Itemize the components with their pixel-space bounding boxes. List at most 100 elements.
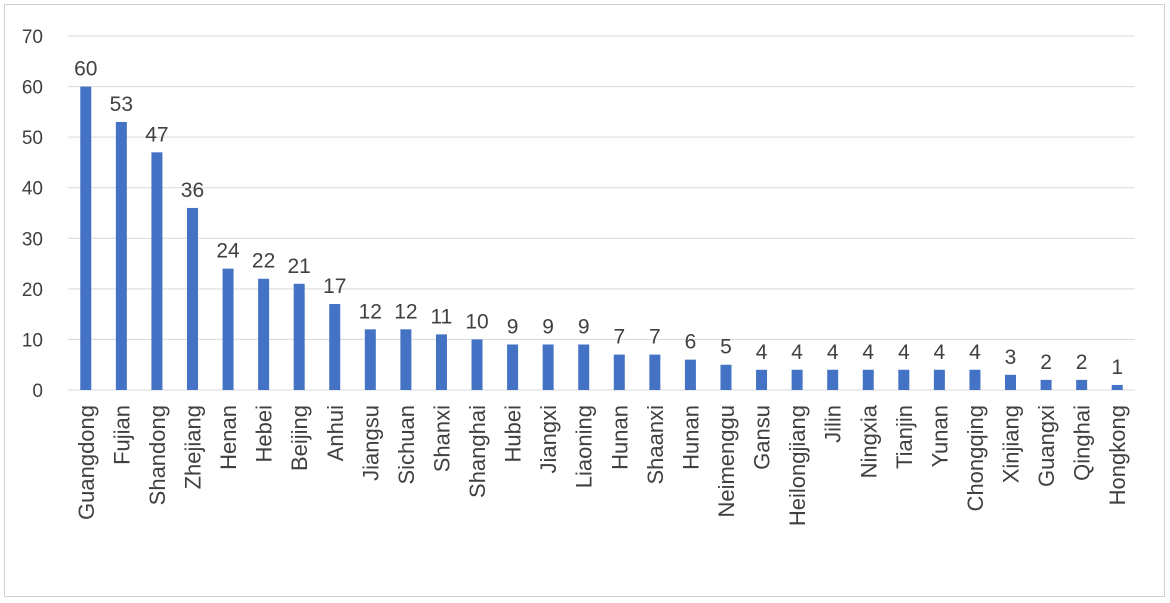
x-category-label: Fujian	[109, 405, 134, 465]
x-category-label: Hebei	[252, 405, 277, 462]
data-label: 4	[827, 341, 839, 364]
bar	[80, 86, 92, 391]
y-tick-label: 10	[22, 330, 43, 351]
data-label: 21	[288, 255, 311, 278]
bar	[862, 369, 874, 390]
y-axis-tick-labels: 0 10 20 30 40 50 60 70	[22, 27, 43, 402]
data-label: 60	[74, 58, 97, 81]
chart-frame: 0 10 20 30 40 50 60 70 60 53 47 36 24 22 21 17 12 12 11 10…	[4, 4, 1165, 597]
x-category-label: Hubei	[501, 405, 526, 462]
gridlines	[68, 35, 1135, 391]
bar	[649, 354, 661, 390]
bar	[115, 121, 127, 390]
data-label: 2	[1040, 351, 1052, 374]
bar	[364, 329, 376, 390]
bar	[578, 344, 590, 390]
bar	[400, 329, 412, 390]
data-label: 12	[394, 300, 417, 323]
x-category-label: Heilongjiang	[785, 405, 810, 526]
data-label: 11	[431, 305, 453, 328]
y-tick-label: 70	[22, 27, 43, 48]
bars	[80, 86, 1123, 391]
x-category-label: Hunan	[607, 405, 632, 470]
x-category-label: Guangdong	[74, 405, 99, 520]
bar	[222, 268, 234, 390]
data-label: 12	[359, 300, 382, 323]
x-category-label: Shandong	[145, 405, 170, 505]
data-label: 3	[1005, 346, 1017, 369]
bar	[756, 369, 768, 390]
data-label: 47	[145, 123, 168, 146]
data-label: 9	[507, 315, 519, 338]
x-category-label: Neimenggu	[714, 405, 739, 518]
bar	[613, 354, 625, 390]
bar	[258, 278, 270, 390]
bar	[1076, 379, 1088, 390]
y-tick-label: 20	[22, 280, 43, 301]
data-label: 10	[465, 310, 488, 333]
x-category-label: Gansu	[750, 405, 775, 470]
x-category-label: Yunan	[927, 405, 952, 467]
x-category-label: Liaoning	[572, 405, 597, 488]
data-label: 4	[791, 341, 803, 364]
y-tick-label: 40	[22, 179, 43, 200]
bar	[898, 369, 910, 390]
x-category-label: Shanghai	[465, 405, 490, 498]
bar	[1005, 374, 1017, 390]
bar	[151, 152, 163, 390]
x-category-label: Zhejiang	[180, 405, 205, 489]
data-label: 22	[252, 250, 275, 273]
x-category-label: Xinjiang	[999, 405, 1024, 483]
x-category-label: Anhui	[323, 405, 348, 461]
bar	[293, 283, 305, 390]
x-category-label: Henan	[216, 405, 241, 470]
data-label: 7	[649, 326, 661, 349]
y-tick-label: 0	[32, 381, 43, 402]
x-category-label: Jilin	[821, 405, 846, 443]
data-label: 2	[1076, 351, 1088, 374]
bar	[186, 207, 198, 390]
bar	[1111, 384, 1123, 390]
x-category-label: Jiangxi	[536, 405, 561, 473]
x-category-label: Beijing	[287, 405, 312, 471]
x-category-label: Shaanxi	[643, 405, 668, 485]
bar	[827, 369, 839, 390]
bar	[1040, 379, 1052, 390]
x-category-label: Shanxi	[429, 405, 454, 472]
data-label: 17	[323, 275, 346, 298]
data-label: 5	[720, 336, 732, 359]
y-tick-label: 30	[22, 229, 43, 250]
data-label: 4	[862, 341, 874, 364]
bar	[435, 334, 447, 390]
bar	[684, 359, 696, 390]
bar	[507, 344, 519, 390]
data-label: 6	[685, 331, 697, 354]
data-label: 1	[1111, 356, 1123, 379]
data-label: 4	[898, 341, 910, 364]
x-axis-category-labels: Guangdong Fujian Shandong Zhejiang Henan Hebe…	[74, 404, 1130, 526]
x-category-label: Hunan	[678, 405, 703, 470]
x-category-label: Tianjin	[892, 405, 917, 469]
x-category-label: Chongqing	[963, 405, 988, 511]
data-label: 24	[216, 240, 240, 263]
y-tick-label: 60	[22, 78, 43, 99]
x-category-label: Qinghai	[1070, 405, 1095, 481]
bar	[542, 344, 554, 390]
data-label: 9	[542, 315, 554, 338]
data-label: 53	[110, 93, 133, 116]
data-label: 36	[181, 179, 204, 202]
bar	[791, 369, 803, 390]
data-label: 4	[969, 341, 981, 364]
bar	[329, 304, 341, 390]
data-label: 4	[934, 341, 946, 364]
data-label: 4	[756, 341, 768, 364]
x-category-label: Jiangsu	[358, 405, 383, 481]
bar	[933, 369, 945, 390]
bar	[471, 339, 483, 390]
x-category-label: Ningxia	[856, 404, 881, 478]
data-label: 9	[578, 315, 590, 338]
x-category-label: Sichuan	[394, 405, 419, 485]
data-label: 7	[613, 326, 625, 349]
